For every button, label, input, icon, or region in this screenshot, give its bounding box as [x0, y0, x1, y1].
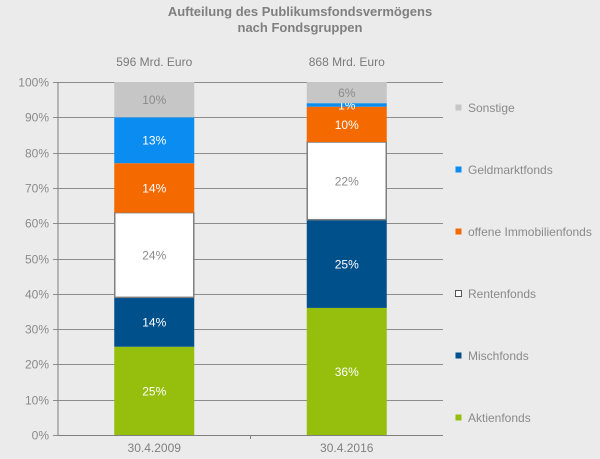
- legend: Sonstige Geldmarktfonds offene Immobilienf…: [455, 101, 592, 425]
- bars: 25% 14% 24% 14% 13% 10% 596 Mrd. Euro 36% 25% 22%…: [114, 55, 387, 435]
- y-tick-label: 30%: [25, 323, 49, 337]
- bar-segment-geldmarktfonds: [306, 103, 387, 107]
- legend-item-offene-immobilienfonds: offene Immobilienfonds: [455, 225, 592, 239]
- data-label: 10%: [142, 93, 166, 107]
- y-tick-label: 10%: [25, 394, 49, 408]
- legend-swatch: [455, 290, 462, 297]
- chart-title: Aufteilung des Publikumsfondsvermögens: [168, 4, 432, 19]
- x-axis: 30.4.2009 30.4.2016: [58, 435, 443, 455]
- bar-segment-geldmarktfonds: [114, 117, 195, 164]
- legend-swatch: [455, 414, 462, 421]
- legend-label: Aktienfonds: [468, 411, 531, 425]
- legend-swatch: [455, 166, 462, 173]
- legend-label: offene Immobilienfonds: [468, 225, 592, 239]
- data-label: 25%: [335, 257, 359, 271]
- data-label: 6%: [338, 86, 356, 100]
- y-tick-label: 90%: [25, 111, 49, 125]
- total-label: 868 Mrd. Euro: [309, 55, 385, 69]
- legend-item-mischfonds: Mischfonds: [455, 349, 529, 363]
- legend-item-rentenfonds: Rentenfonds: [455, 287, 536, 301]
- legend-item-geldmarktfonds: Geldmarktfonds: [455, 163, 553, 177]
- legend-item-aktienfonds: Aktienfonds: [455, 411, 531, 425]
- legend-item-sonstige: Sonstige: [455, 101, 515, 115]
- y-tick-label: 100%: [18, 76, 49, 90]
- bar-stack-30.4.2009: 25% 14% 24% 14% 13% 10%: [114, 82, 195, 435]
- data-label: 13%: [142, 134, 166, 148]
- legend-label: Rentenfonds: [468, 287, 536, 301]
- legend-swatch: [455, 352, 462, 359]
- legend-swatch: [455, 104, 462, 111]
- legend-swatch: [455, 228, 462, 235]
- y-tick-label: 40%: [25, 288, 49, 302]
- data-label: 36%: [335, 365, 359, 379]
- bar-segment-sonstige: [114, 82, 195, 118]
- bar-segment-offene-immobilienfonds: [114, 163, 195, 213]
- bar-segment-mischfonds: [306, 219, 387, 308]
- data-label: 14%: [142, 316, 166, 330]
- chart-subtitle: nach Fondsgruppen: [238, 20, 363, 35]
- bar-segment-mischfonds: [114, 297, 195, 347]
- y-tick-label: 80%: [25, 147, 49, 161]
- x-tick-label: 30.4.2016: [320, 441, 374, 455]
- total-label: 596 Mrd. Euro: [116, 55, 192, 69]
- bar-segment-sonstige: [306, 82, 387, 104]
- legend-label: Mischfonds: [468, 349, 529, 363]
- data-label: 24%: [142, 248, 166, 262]
- bar-segment-rentenfonds: [306, 141, 387, 221]
- x-tick-label: 30.4.2009: [128, 441, 182, 455]
- y-tick-label: 50%: [25, 253, 49, 267]
- y-tick-label: 0%: [32, 429, 50, 443]
- data-label: 14%: [142, 181, 166, 195]
- bar-segment-offene-immobilienfonds: [306, 106, 387, 143]
- legend-label: Geldmarktfonds: [468, 163, 553, 177]
- data-label: 22%: [335, 174, 359, 188]
- y-tick-label: 70%: [25, 182, 49, 196]
- y-tick-label: 60%: [25, 217, 49, 231]
- legend-label: Sonstige: [468, 101, 515, 115]
- data-label: 25%: [142, 384, 166, 398]
- bar-segment-aktienfonds: [306, 307, 387, 435]
- y-tick-label: 20%: [25, 358, 49, 372]
- bar-stack-30.4.2016: 36%25%22%10%1%6%: [306, 82, 387, 435]
- data-label: 10%: [335, 118, 359, 132]
- bar-segment-aktienfonds: [114, 346, 195, 435]
- y-axis: 0% 10% 20% 30% 40% 50% 60% 70% 80% 90% 100%: [18, 76, 59, 443]
